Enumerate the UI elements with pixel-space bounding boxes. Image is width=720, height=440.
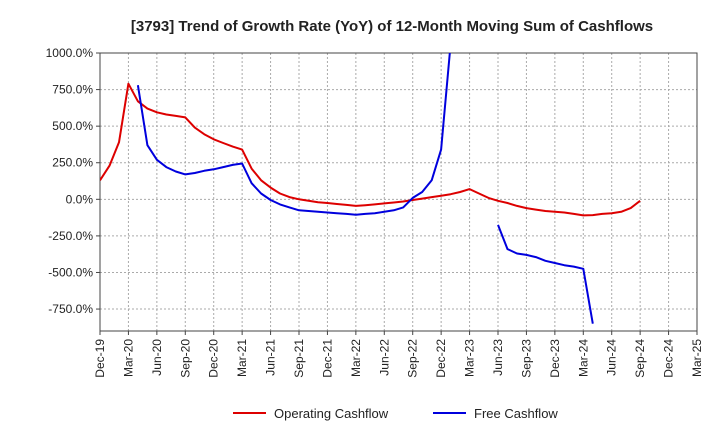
legend: Operating Cashflow Free Cashflow (233, 406, 558, 421)
x-axis: Dec-19 Mar-20 Jun-20 Sep-20 Dec-20 Mar-21 Jun-… (93, 331, 704, 378)
y-tick-label: 1000.0% (46, 46, 94, 60)
chart-title: [3793] Trend of Growth Rate (YoY) of 12-… (131, 18, 653, 35)
x-tick-label: Jun-20 (150, 339, 164, 376)
x-tick-label: Dec-22 (434, 339, 448, 378)
y-tick-label: -750.0% (48, 302, 93, 316)
y-tick-label: -250.0% (48, 229, 93, 243)
grid (99, 52, 698, 331)
series-line (100, 82, 641, 217)
series-line (136, 53, 594, 324)
x-tick-label: Sep-23 (519, 339, 533, 378)
x-tick-label: Dec-23 (548, 339, 562, 378)
x-tick-label: Dec-20 (207, 339, 221, 378)
y-tick-label: 250.0% (52, 156, 93, 170)
y-tick-label: 0.0% (66, 192, 94, 206)
legend-label: Operating Cashflow (274, 406, 389, 421)
x-tick-label: Jun-23 (491, 339, 505, 376)
y-tick-label: 750.0% (52, 83, 93, 97)
x-tick-label: Dec-24 (662, 339, 676, 378)
y-tick-label: 500.0% (52, 119, 93, 133)
series-operating-cashflow (100, 82, 641, 217)
x-tick-label: Sep-21 (292, 339, 306, 378)
y-tick-label: -500.0% (48, 265, 93, 279)
series-lines (100, 53, 641, 324)
x-tick-label: Sep-24 (633, 339, 647, 378)
x-tick-label: Sep-20 (178, 339, 192, 378)
x-tick-label: Mar-21 (235, 339, 249, 377)
x-tick-label: Jun-22 (377, 339, 391, 376)
x-tick-label: Jun-24 (605, 339, 619, 376)
x-tick-label: Mar-22 (349, 339, 363, 377)
legend-label: Free Cashflow (474, 406, 558, 421)
y-axis: 1000.0% 750.0% 500.0% 250.0% 0.0% -250.0% -500… (46, 46, 100, 316)
series-free-cashflow (136, 53, 594, 324)
x-tick-label: Dec-19 (93, 339, 107, 378)
x-tick-label: Mar-25 (690, 339, 704, 377)
x-tick-label: Mar-23 (463, 339, 477, 377)
x-tick-label: Mar-24 (576, 339, 590, 377)
x-tick-label: Sep-22 (406, 339, 420, 378)
plot-area (99, 52, 698, 332)
x-tick-label: Dec-21 (320, 339, 334, 378)
x-tick-label: Jun-21 (264, 339, 278, 376)
x-tick-label: Mar-20 (121, 339, 135, 377)
